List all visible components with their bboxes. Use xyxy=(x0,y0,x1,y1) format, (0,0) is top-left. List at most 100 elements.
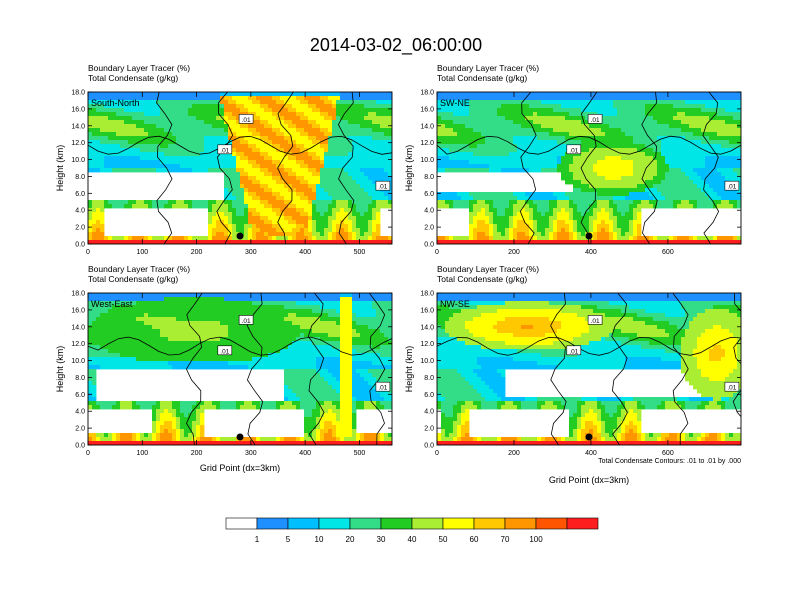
field-cell xyxy=(320,124,325,129)
field-cell xyxy=(529,208,534,213)
field-cell xyxy=(236,184,241,189)
field-cell xyxy=(493,112,498,117)
field-cell xyxy=(693,152,698,157)
field-cell xyxy=(192,204,197,209)
field-cell xyxy=(437,124,442,129)
field-cell xyxy=(368,212,373,217)
field-cell xyxy=(380,200,385,205)
field-cell xyxy=(445,116,450,121)
field-cell xyxy=(633,128,638,133)
field-cell xyxy=(633,168,638,173)
field-cell xyxy=(537,164,542,169)
field-cell xyxy=(489,220,494,225)
field-cell xyxy=(352,132,357,137)
field-cell xyxy=(172,152,177,157)
field-cell xyxy=(621,184,626,189)
field-cell xyxy=(264,208,269,213)
field-cell xyxy=(260,144,265,149)
field-cell xyxy=(529,192,534,197)
field-cell xyxy=(132,124,137,129)
field-cell xyxy=(336,156,341,161)
field-cell xyxy=(332,212,337,217)
field-cell xyxy=(605,212,610,217)
field-cell xyxy=(232,184,237,189)
field-cell xyxy=(140,148,145,153)
field-cell xyxy=(653,124,658,129)
field-cell xyxy=(212,160,217,165)
field-cell xyxy=(132,140,137,145)
field-cell xyxy=(609,128,614,133)
field-cell xyxy=(457,96,462,101)
field-cell xyxy=(328,148,333,153)
field-cell xyxy=(541,96,546,101)
field-cell xyxy=(493,168,498,173)
field-cell xyxy=(152,204,157,209)
field-cell xyxy=(108,164,113,169)
field-cell xyxy=(481,208,486,213)
field-cell xyxy=(300,220,305,225)
field-cell xyxy=(629,184,634,189)
field-cell xyxy=(621,192,626,197)
field-cell xyxy=(244,196,249,201)
field-cell xyxy=(581,196,586,201)
field-cell xyxy=(380,128,385,133)
field-cell xyxy=(725,152,730,157)
field-cell xyxy=(561,108,566,113)
field-cell xyxy=(669,164,674,169)
field-cell xyxy=(709,128,714,133)
field-cell xyxy=(481,148,486,153)
field-cell xyxy=(705,140,710,145)
field-cell xyxy=(344,168,349,173)
field-cell xyxy=(176,152,181,157)
field-cell xyxy=(573,196,578,201)
field-cell xyxy=(368,192,373,197)
field-cell xyxy=(557,228,562,233)
field-cell xyxy=(300,96,305,101)
field-cell xyxy=(705,204,710,209)
field-cell xyxy=(220,100,225,105)
field-cell xyxy=(172,104,177,109)
field-cell xyxy=(324,240,329,244)
field-cell xyxy=(457,144,462,149)
field-cell xyxy=(104,140,109,145)
field-cell xyxy=(717,200,722,205)
field-cell xyxy=(657,100,662,105)
field-cell xyxy=(296,164,301,169)
field-cell xyxy=(701,164,706,169)
field-cell xyxy=(148,140,153,145)
field-cell xyxy=(384,240,389,244)
field-cell xyxy=(625,200,630,205)
field-cell xyxy=(224,116,229,121)
field-cell xyxy=(176,112,181,117)
field-cell xyxy=(697,188,702,193)
field-cell xyxy=(148,112,153,117)
field-cell xyxy=(705,168,710,173)
field-cell xyxy=(517,232,522,237)
field-cell xyxy=(657,96,662,101)
field-cell xyxy=(324,144,329,149)
field-cell xyxy=(268,168,273,173)
field-cell xyxy=(533,144,538,149)
field-cell xyxy=(689,164,694,169)
field-cell xyxy=(360,108,365,113)
field-cell xyxy=(517,228,522,233)
field-cell xyxy=(248,200,253,205)
field-cell xyxy=(136,104,141,109)
field-cell xyxy=(308,204,313,209)
field-cell xyxy=(368,232,373,237)
field-cell xyxy=(717,188,722,193)
field-cell xyxy=(449,132,454,137)
field-cell xyxy=(561,240,566,244)
field-cell xyxy=(184,204,189,209)
field-cell xyxy=(204,96,209,101)
field-cell xyxy=(260,196,265,201)
field-cell xyxy=(208,212,213,217)
field-cell xyxy=(497,232,502,237)
field-cell xyxy=(304,188,309,193)
field-cell xyxy=(192,128,197,133)
field-cell xyxy=(116,100,121,105)
field-cell xyxy=(144,132,149,137)
field-cell xyxy=(717,156,722,161)
field-cell xyxy=(288,168,293,173)
field-cell xyxy=(477,236,482,241)
